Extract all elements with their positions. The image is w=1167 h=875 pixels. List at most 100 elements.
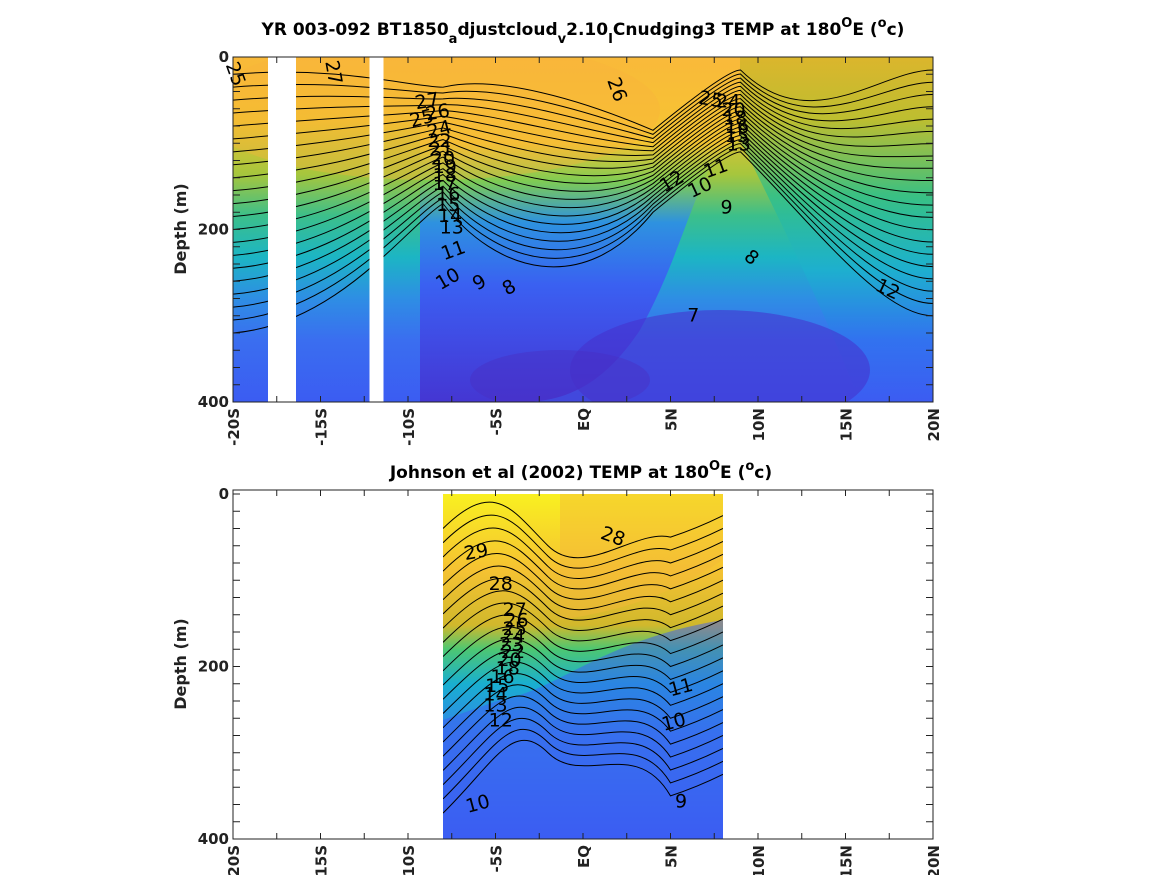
y-tick-label: 0 (219, 485, 229, 503)
y-tick-label: 400 (198, 830, 229, 848)
contour-label: 27 (503, 599, 527, 621)
panel-1-heatmap (233, 57, 933, 402)
y-tick-label: 0 (219, 48, 229, 66)
panel-2-contour-lines (443, 501, 723, 814)
contour-line-25 (233, 77, 933, 140)
x-tick-label: 5N (663, 408, 681, 431)
panel-2-heatmap (443, 494, 723, 839)
contour-label: 21 (429, 139, 453, 161)
x-tick-label: EQ (575, 408, 593, 431)
contour-label: 14 (438, 205, 462, 227)
contour-label: 14 (483, 683, 507, 705)
contour-line-11 (233, 134, 933, 282)
contour-line-29 (443, 501, 723, 559)
contour-label: 24 (501, 626, 525, 648)
contour-line-15 (443, 673, 723, 729)
missing-data-column (369, 57, 384, 402)
contour-label: 18 (723, 108, 747, 130)
contour-label: 9 (720, 196, 732, 218)
contour-line-15 (233, 118, 933, 230)
contour-label: 13 (483, 695, 507, 717)
contour-label: 18 (433, 165, 457, 187)
panel-1-y-axis-label: Depth (m) (171, 183, 190, 275)
contour-label: 23 (499, 633, 523, 655)
panel-1-title: YR 003-092 BT1850adjustcloudv2.10ICnudgi… (261, 16, 905, 47)
contour-line-21 (443, 602, 723, 643)
contour-line-11 (443, 717, 723, 786)
contour-label: 17 (433, 173, 457, 195)
contour-label: 16 (490, 666, 514, 688)
x-tick-label: 20N (925, 408, 943, 441)
contour-line-17 (443, 649, 723, 700)
contour-label: 26 (504, 609, 528, 631)
contour-line-28 (443, 514, 723, 569)
x-tick-label: -15S (313, 408, 331, 446)
contour-line-9 (443, 740, 723, 814)
contour-line-20 (443, 614, 723, 657)
panel-1-contour-labels: 25 27262726252425242221201918171615141320… (221, 59, 904, 327)
panel-2-title: Johnson et al (2002) TEMP at 180OE (oc) (389, 459, 772, 483)
x-tick-label: -5S (488, 845, 506, 872)
contour-line-17 (233, 110, 933, 205)
contour-label: 29 (462, 539, 490, 565)
contour-label: 20 (721, 99, 745, 121)
contour-label: 25 (503, 618, 527, 640)
contour-line-26 (233, 73, 933, 135)
contour-line-27 (443, 527, 723, 579)
contour-line-21 (233, 94, 933, 156)
contour-line-24 (443, 565, 723, 611)
contour-line-16 (443, 661, 723, 714)
panel-1-missing-data-columns (268, 57, 384, 402)
contour-line-26 (443, 540, 723, 590)
contour-line-16 (233, 114, 933, 218)
contour-label: 19 (433, 156, 457, 178)
x-tick-label: 10N (750, 408, 768, 441)
contour-label: 25 (697, 87, 725, 113)
x-tick-label: 5N (663, 845, 681, 868)
contour-line-18 (443, 638, 723, 686)
contour-line-12 (233, 130, 933, 269)
chart-panel-1: 25 27262726252425242221201918171615141320… (171, 16, 943, 446)
x-tick-label: -20S (225, 845, 243, 875)
y-tick-label: 400 (198, 393, 229, 411)
panel-2-y-axis-label: Depth (m) (171, 618, 190, 710)
x-tick-label: 15N (838, 408, 856, 441)
y-tick-label: 200 (198, 221, 229, 239)
contour-line-10 (443, 729, 723, 800)
contour-label: 15 (485, 675, 509, 697)
contour-line-24 (233, 81, 933, 144)
contour-line-19 (233, 102, 933, 179)
x-tick-label: 10N (750, 845, 768, 875)
x-tick-label: 20N (925, 845, 943, 875)
contour-line-22 (443, 590, 723, 631)
x-tick-label: -15S (313, 845, 331, 875)
contour-label: 24 (716, 90, 740, 112)
panel-1-ticks: -20S -15S -10S -5S EQ 5N 10N 15N 20N 0 200 400 (198, 48, 943, 446)
contour-label: 16 (436, 184, 460, 206)
contour-line-8 (233, 147, 933, 321)
x-tick-label: -10S (400, 408, 418, 446)
contour-line-13 (443, 695, 723, 757)
contour-line-23 (233, 85, 933, 148)
contour-label: 15 (436, 194, 460, 216)
contour-label: 15 (725, 125, 749, 147)
contour-label: 27 (320, 59, 346, 87)
contour-label: 18 (496, 658, 520, 680)
contour-line-10 (233, 139, 933, 295)
contour-line-23 (443, 578, 723, 621)
contour-line-14 (233, 122, 933, 243)
contour-label: 22 (427, 130, 451, 152)
x-tick-label: -20S (225, 408, 243, 446)
x-tick-label: EQ (575, 845, 593, 868)
contour-line-7 (233, 151, 933, 334)
contour-line-27 (233, 69, 933, 131)
panel-1-contour-lines (233, 69, 933, 334)
contour-label: 13 (440, 216, 464, 238)
contour-label: 28 (489, 573, 513, 595)
y-tick-label: 200 (198, 658, 229, 676)
contour-label: 12 (489, 709, 513, 731)
contour-line-20 (233, 98, 933, 166)
missing-data-column (290, 57, 296, 68)
